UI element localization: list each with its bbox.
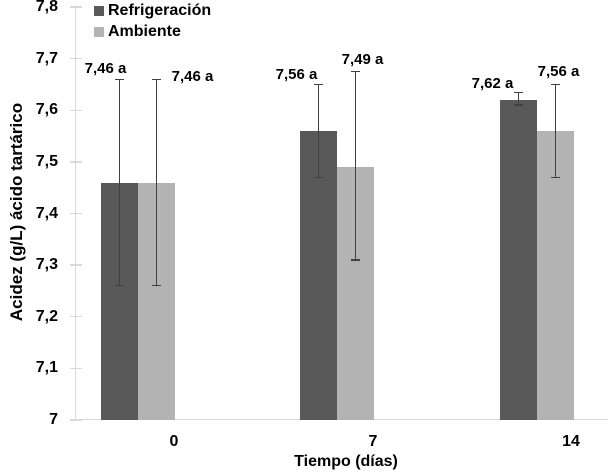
x-axis-title: Tiempo (días) — [294, 453, 398, 470]
error-bar-cap — [115, 78, 124, 80]
bar-ambiente-14 — [537, 130, 574, 420]
error-bar-line — [354, 71, 357, 260]
y-tick-label: 7,1 — [35, 359, 58, 377]
bar-refrigeración-7 — [300, 130, 337, 420]
y-tick-mark — [70, 264, 82, 266]
legend-item-ambiente: Ambiente — [94, 21, 211, 42]
error-bar-line — [517, 92, 520, 106]
y-tick-mark — [70, 6, 82, 8]
error-bar-cap — [514, 91, 523, 93]
y-tick-label: 7,6 — [35, 101, 58, 119]
y-tick-label: 7,2 — [35, 307, 58, 325]
data-label: 7,49 a — [341, 51, 384, 68]
error-bar-cap — [314, 83, 323, 86]
error-bar-line — [155, 79, 158, 286]
error-bar-cap — [551, 83, 560, 86]
error-bar-line — [317, 84, 320, 178]
y-tick-mark — [70, 367, 82, 370]
x-tick-label: 7 — [368, 433, 378, 450]
error-bar-cap — [314, 176, 323, 178]
data-label: 7,56 a — [537, 63, 580, 80]
error-bar-cap — [152, 78, 161, 80]
error-bar-cap — [152, 285, 161, 287]
y-tick-label: 7,3 — [35, 256, 58, 274]
y-tick-mark — [70, 109, 82, 111]
y-axis-line — [75, 5, 77, 420]
data-label: 7,62 a — [471, 75, 514, 92]
x-tick-label: 14 — [562, 433, 580, 450]
error-bar-cap — [115, 285, 124, 287]
legend: Refrigeración Ambiente — [94, 0, 211, 42]
error-bar-line — [118, 79, 121, 286]
error-bar-cap — [551, 176, 560, 178]
y-tick-mark — [70, 212, 82, 215]
y-tick-label: 7,8 — [35, 0, 58, 15]
error-bar-cap — [351, 259, 360, 261]
y-tick-label: 7,5 — [35, 152, 58, 170]
error-bar-line — [554, 84, 557, 178]
data-label: 7,46 a — [171, 68, 214, 85]
legend-swatch-icon — [94, 5, 104, 16]
legend-swatch-icon — [94, 26, 104, 37]
legend-label: Refrigeración — [108, 1, 212, 19]
y-tick-mark — [70, 57, 82, 60]
y-tick-mark — [70, 316, 82, 318]
error-bar-cap — [514, 104, 523, 106]
y-tick-label: 7 — [49, 411, 58, 428]
x-tick-label: 0 — [169, 433, 179, 450]
y-tick-label: 7,7 — [35, 49, 58, 67]
y-tick-label: 7,4 — [35, 204, 58, 222]
bar-refrigeración-14 — [500, 99, 537, 420]
legend-item-refrigeración: Refrigeración — [94, 0, 211, 21]
error-bar-cap — [351, 70, 360, 73]
y-tick-mark — [70, 161, 82, 163]
data-label: 7,56 a — [275, 66, 318, 83]
legend-label: Ambiente — [108, 22, 181, 40]
data-label: 7,46 a — [84, 60, 127, 77]
y-tick-mark — [70, 419, 82, 421]
